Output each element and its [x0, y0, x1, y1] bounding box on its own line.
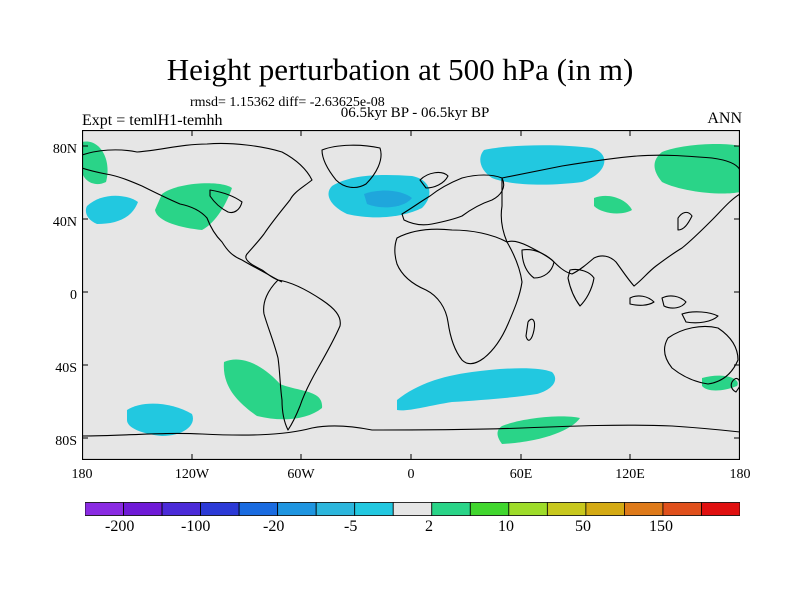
colorbar-label-neg100: -100	[181, 518, 211, 535]
positive-anomaly-regions	[82, 141, 740, 444]
y-tick-40n: 40N	[52, 215, 77, 230]
anomaly-central-asia-pos	[594, 195, 632, 214]
y-tick-0: 0	[70, 288, 77, 303]
map-border	[82, 130, 740, 460]
x-tick-180w: 180	[71, 467, 93, 482]
colorbar-swatch	[85, 502, 124, 516]
periods-label: 06.5kyr BP - 06.5kyr BP	[340, 105, 490, 121]
experiment-label: Expt = temlH1-temhh	[82, 112, 223, 129]
colorbar-swatch	[585, 502, 625, 516]
colorbar-swatch	[469, 502, 510, 516]
x-tick-180e: 180	[729, 467, 751, 482]
colorbar-label-10: 10	[498, 518, 514, 535]
colorbar-swatch	[662, 502, 702, 516]
y-tick-80s: 80S	[55, 434, 77, 449]
colorbar-label-neg5: -5	[344, 518, 358, 535]
anomaly-south-indian-neg	[397, 368, 556, 411]
x-tick-60w: 60W	[287, 467, 315, 482]
colorbar-swatch	[508, 502, 548, 516]
colorbar-swatch	[200, 502, 240, 516]
anomaly-ne-asia-pos	[654, 144, 740, 194]
y-tick-80n: 80N	[52, 142, 77, 157]
colorbar-swatch	[624, 502, 664, 516]
world-map	[82, 130, 740, 460]
anomaly-north-atlantic-core	[364, 190, 412, 208]
colorbar-label-neg200: -200	[105, 518, 135, 535]
colorbar-swatch	[238, 502, 279, 516]
colorbar-swatch	[161, 502, 201, 516]
x-tick-120e: 120E	[615, 467, 645, 482]
colorbar-label-2: 2	[425, 518, 433, 535]
colorbar-swatch	[431, 502, 471, 516]
colorbar-label-150: 150	[649, 518, 673, 535]
colorbar	[85, 502, 740, 516]
y-tick-40s: 40S	[55, 361, 77, 376]
season-label: ANN	[707, 110, 742, 127]
anomaly-tasman-pos	[702, 375, 738, 391]
colorbar-swatch	[701, 502, 740, 516]
anomaly-na-east-pos	[155, 183, 232, 230]
coastlines	[82, 142, 740, 460]
anomaly-south-pacific-neg	[127, 403, 193, 436]
colorbar-swatch	[546, 502, 587, 516]
negative-anomaly-regions	[85, 145, 605, 436]
colorbar-swatches	[85, 502, 740, 516]
colorbar-label-50: 50	[575, 518, 591, 535]
anomaly-ne-pacific-neg	[85, 195, 138, 224]
colorbar-swatch	[354, 502, 394, 516]
x-tick-60e: 60E	[509, 467, 533, 482]
colorbar-swatch	[277, 502, 317, 516]
anomaly-southern-ocean-pos	[497, 416, 580, 444]
colorbar-label-neg20: -20	[263, 518, 285, 535]
colorbar-swatch	[123, 502, 163, 516]
x-tick-120w: 120W	[174, 467, 210, 482]
colorbar-swatch	[315, 502, 356, 516]
x-tick-0: 0	[407, 467, 415, 482]
colorbar-swatch	[392, 502, 433, 516]
plot-title: Height perturbation at 500 hPa (in m)	[166, 52, 634, 87]
anomaly-siberia-neg	[480, 145, 605, 185]
anomaly-south-pacific-pos	[223, 359, 323, 420]
stats-label: rmsd= 1.15362 diff= -2.63625e-08	[190, 95, 385, 110]
